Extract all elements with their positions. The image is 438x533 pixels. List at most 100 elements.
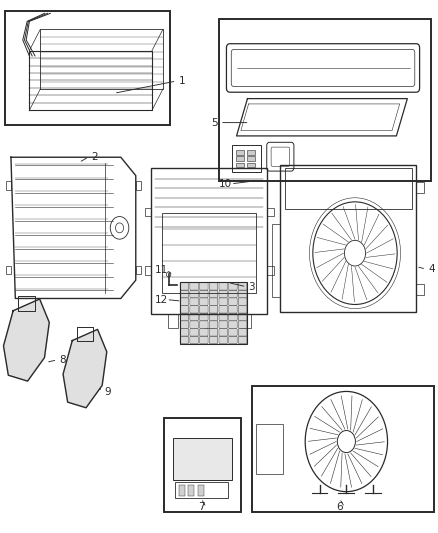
- Bar: [136, 181, 141, 190]
- FancyBboxPatch shape: [229, 290, 237, 298]
- Bar: [188, 485, 194, 496]
- Bar: [6, 181, 11, 190]
- FancyBboxPatch shape: [219, 328, 227, 336]
- Bar: [168, 314, 178, 328]
- FancyBboxPatch shape: [200, 336, 208, 344]
- Text: 11: 11: [155, 265, 168, 275]
- FancyBboxPatch shape: [190, 298, 198, 305]
- FancyBboxPatch shape: [190, 328, 198, 336]
- FancyBboxPatch shape: [219, 298, 227, 305]
- Bar: [256, 424, 283, 474]
- FancyBboxPatch shape: [180, 336, 189, 344]
- Bar: [236, 163, 244, 167]
- FancyBboxPatch shape: [219, 321, 227, 328]
- Text: 5: 5: [211, 118, 218, 127]
- Polygon shape: [4, 299, 49, 381]
- FancyBboxPatch shape: [209, 305, 218, 313]
- FancyBboxPatch shape: [180, 305, 189, 313]
- FancyBboxPatch shape: [229, 305, 237, 313]
- FancyBboxPatch shape: [209, 328, 218, 336]
- Bar: [204, 314, 214, 328]
- FancyBboxPatch shape: [209, 336, 218, 344]
- FancyBboxPatch shape: [200, 313, 208, 321]
- Polygon shape: [63, 329, 107, 408]
- Bar: [252, 386, 434, 512]
- Bar: [175, 482, 228, 498]
- Bar: [240, 314, 251, 328]
- FancyBboxPatch shape: [229, 298, 237, 305]
- FancyBboxPatch shape: [180, 298, 189, 305]
- FancyBboxPatch shape: [209, 298, 218, 305]
- Bar: [267, 207, 274, 216]
- FancyBboxPatch shape: [209, 290, 218, 298]
- Bar: [247, 163, 255, 167]
- FancyBboxPatch shape: [238, 282, 247, 290]
- Text: 8: 8: [59, 355, 66, 365]
- FancyBboxPatch shape: [229, 321, 237, 328]
- FancyBboxPatch shape: [200, 305, 208, 313]
- FancyBboxPatch shape: [229, 282, 237, 290]
- Bar: [162, 213, 256, 293]
- FancyBboxPatch shape: [180, 321, 189, 328]
- FancyBboxPatch shape: [190, 282, 198, 290]
- Bar: [6, 266, 11, 274]
- FancyBboxPatch shape: [219, 290, 227, 298]
- Bar: [179, 485, 185, 496]
- Bar: [416, 182, 424, 192]
- FancyBboxPatch shape: [229, 336, 237, 344]
- FancyBboxPatch shape: [219, 305, 227, 313]
- Bar: [236, 150, 244, 155]
- FancyBboxPatch shape: [200, 328, 208, 336]
- FancyBboxPatch shape: [209, 313, 218, 321]
- Text: 2: 2: [91, 152, 98, 161]
- FancyBboxPatch shape: [238, 336, 247, 344]
- FancyBboxPatch shape: [180, 282, 189, 290]
- FancyBboxPatch shape: [238, 321, 247, 328]
- Text: 10: 10: [219, 179, 232, 189]
- Bar: [198, 485, 204, 496]
- Text: 6: 6: [336, 503, 343, 512]
- FancyBboxPatch shape: [219, 336, 227, 344]
- Text: 12: 12: [155, 295, 168, 304]
- FancyBboxPatch shape: [200, 282, 208, 290]
- Text: 3: 3: [248, 282, 255, 292]
- FancyBboxPatch shape: [200, 290, 208, 298]
- Bar: [247, 150, 255, 155]
- Bar: [219, 19, 431, 181]
- Bar: [267, 266, 274, 275]
- FancyBboxPatch shape: [209, 321, 218, 328]
- Bar: [272, 224, 280, 297]
- FancyBboxPatch shape: [180, 313, 189, 321]
- FancyBboxPatch shape: [180, 328, 189, 336]
- FancyBboxPatch shape: [190, 321, 198, 328]
- Bar: [145, 207, 151, 216]
- FancyBboxPatch shape: [238, 305, 247, 313]
- Bar: [247, 156, 255, 161]
- Bar: [145, 266, 151, 275]
- FancyBboxPatch shape: [229, 328, 237, 336]
- Bar: [151, 168, 267, 314]
- FancyBboxPatch shape: [190, 290, 198, 298]
- FancyBboxPatch shape: [229, 313, 237, 321]
- Bar: [180, 282, 247, 344]
- Bar: [285, 168, 412, 209]
- FancyBboxPatch shape: [238, 298, 247, 305]
- Text: 1: 1: [178, 76, 185, 86]
- FancyBboxPatch shape: [180, 290, 189, 298]
- FancyBboxPatch shape: [190, 313, 198, 321]
- Bar: [164, 418, 241, 512]
- Text: 9: 9: [104, 387, 111, 397]
- Bar: [5, 11, 170, 125]
- FancyBboxPatch shape: [219, 313, 227, 321]
- Bar: [173, 438, 232, 480]
- Bar: [232, 145, 261, 172]
- FancyBboxPatch shape: [238, 313, 247, 321]
- Text: 7: 7: [198, 503, 205, 512]
- FancyBboxPatch shape: [209, 282, 218, 290]
- Bar: [136, 266, 141, 274]
- Bar: [416, 285, 424, 295]
- FancyBboxPatch shape: [238, 290, 247, 298]
- Text: 4: 4: [428, 264, 435, 274]
- FancyBboxPatch shape: [238, 328, 247, 336]
- FancyBboxPatch shape: [200, 321, 208, 328]
